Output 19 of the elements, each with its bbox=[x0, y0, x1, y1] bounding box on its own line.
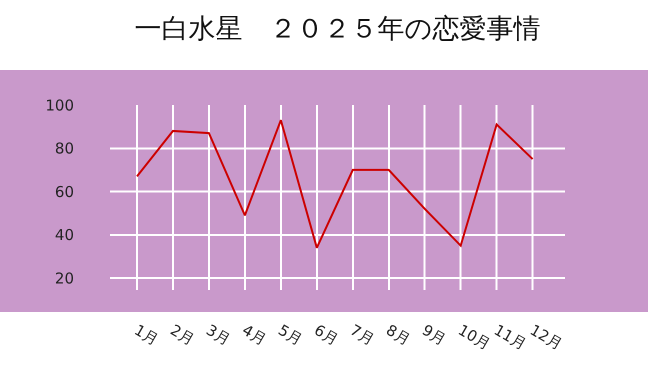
x-tick-label: 2月 bbox=[167, 320, 198, 349]
x-tick-label: 9月 bbox=[418, 320, 450, 349]
x-tick-label: 8月 bbox=[383, 320, 414, 349]
x-tick-label: 12月 bbox=[526, 320, 566, 354]
x-tick-label: 3月 bbox=[203, 320, 234, 349]
x-tick-label: 4月 bbox=[239, 320, 270, 349]
y-tick-label: 40 bbox=[54, 226, 74, 244]
x-tick-label: 5月 bbox=[275, 320, 306, 349]
x-tick-label: 10月 bbox=[454, 320, 494, 354]
x-tick-label: 11月 bbox=[490, 320, 530, 354]
line-series bbox=[136, 119, 534, 249]
chart-title: 一白水星 ２０２５年の恋愛事情 bbox=[134, 13, 540, 44]
y-tick-label: 60 bbox=[54, 182, 74, 201]
x-tick-label: 7月 bbox=[347, 320, 378, 349]
y-tick-label: 100 bbox=[45, 96, 74, 114]
x-tick-label: 1月 bbox=[131, 320, 162, 349]
x-tick-label: 6月 bbox=[311, 320, 342, 349]
y-tick-label: 80 bbox=[54, 140, 74, 158]
y-tick-label: 20 bbox=[54, 269, 74, 288]
